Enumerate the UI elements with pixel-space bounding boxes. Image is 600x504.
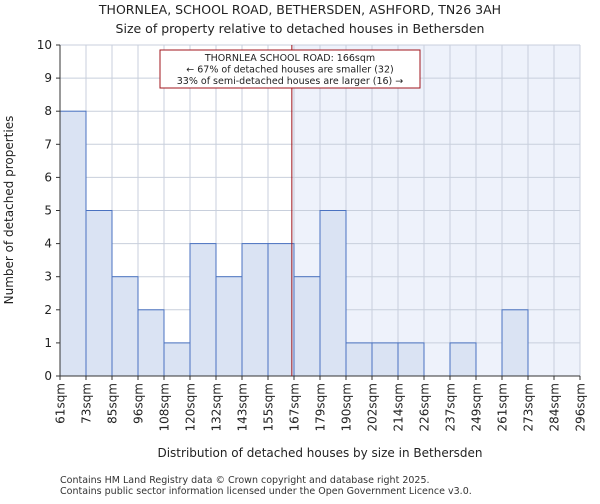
x-tick-label: 179sqm	[314, 383, 328, 431]
chart-subtitle: Size of property relative to detached ho…	[116, 21, 485, 36]
annotation-box	[159, 49, 421, 89]
x-tick-label: 61sqm	[54, 383, 68, 424]
x-tick-label: 202sqm	[366, 383, 380, 431]
x-tick-label: 190sqm	[340, 383, 354, 431]
x-tick-label: 284sqm	[548, 383, 562, 431]
x-tick-label: 261sqm	[496, 383, 510, 431]
x-tick-label: 273sqm	[522, 383, 536, 431]
annotation-line-2: ← 67% of detached houses are smaller (32…	[186, 65, 393, 76]
y-tick-label: 2	[44, 303, 52, 317]
bar	[111, 276, 139, 377]
y-tick-label: 7	[44, 137, 52, 151]
bar	[293, 276, 321, 377]
x-tick-label: 73sqm	[80, 383, 94, 424]
x-tick-label: 108sqm	[158, 383, 172, 431]
bar	[85, 210, 113, 377]
x-axis-label: Distribution of detached houses by size …	[157, 446, 482, 460]
x-tick-label: 132sqm	[210, 383, 224, 431]
bar	[345, 342, 373, 377]
y-tick-label: 8	[44, 104, 52, 118]
annotation-line-1: THORNLEA SCHOOL ROAD: 166sqm	[204, 53, 375, 64]
y-tick-label: 0	[44, 369, 52, 383]
bar	[241, 243, 269, 377]
x-tick-label: 167sqm	[288, 383, 302, 431]
bar	[189, 243, 217, 377]
bar	[371, 342, 399, 377]
footer-line-1: Contains HM Land Registry data © Crown c…	[60, 475, 430, 486]
x-tick-label: 296sqm	[574, 383, 588, 431]
x-tick-label: 96sqm	[132, 383, 146, 424]
x-tick-label: 214sqm	[392, 383, 406, 431]
bar	[215, 276, 243, 377]
bar	[267, 243, 295, 377]
y-tick-label: 10	[37, 38, 52, 52]
x-tick-label: 249sqm	[470, 383, 484, 431]
x-tick-label: 155sqm	[262, 383, 276, 431]
bar	[501, 309, 529, 377]
annotation-line-3: 33% of semi-detached houses are larger (…	[177, 76, 404, 87]
y-tick-label: 4	[44, 237, 52, 251]
bar	[59, 110, 87, 377]
y-tick-label: 5	[44, 204, 52, 218]
bar	[397, 342, 425, 377]
y-axis-label: Number of detached properties	[2, 116, 16, 305]
x-tick-label: 85sqm	[106, 383, 120, 424]
footer-line-2: Contains public sector information licen…	[60, 486, 472, 497]
x-tick-label: 143sqm	[236, 383, 250, 431]
bar	[137, 309, 165, 377]
y-tick-label: 6	[44, 170, 52, 184]
y-tick-label: 1	[44, 336, 52, 350]
y-tick-label: 3	[44, 270, 52, 284]
x-tick-label: 226sqm	[418, 383, 432, 431]
bar	[449, 342, 477, 377]
bar	[319, 210, 347, 377]
chart-title: THORNLEA, SCHOOL ROAD, BETHERSDEN, ASHFO…	[98, 2, 501, 17]
x-tick-label: 237sqm	[444, 383, 458, 431]
bar	[163, 342, 191, 377]
y-tick-label: 9	[44, 71, 52, 85]
x-tick-label: 120sqm	[184, 383, 198, 431]
